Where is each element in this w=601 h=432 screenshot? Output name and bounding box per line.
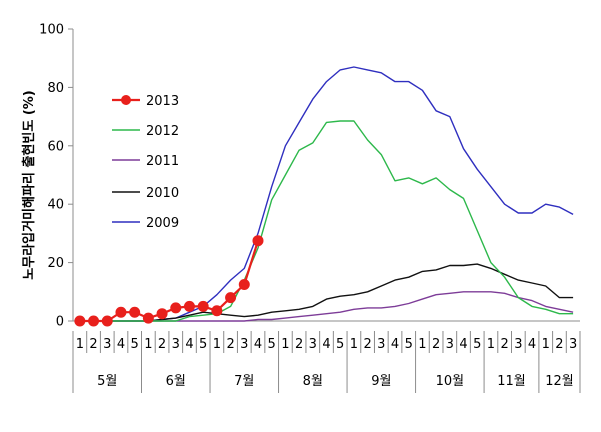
x-category-label: 2 xyxy=(500,337,508,352)
data-point-2013 xyxy=(88,315,100,327)
x-category-label: 2 xyxy=(295,337,303,352)
x-category-label: 1 xyxy=(418,337,426,352)
x-category-label: 2 xyxy=(158,337,166,352)
x-category-label: 1 xyxy=(213,337,221,352)
y-axis-label: 노무라입거미해파리 출현빈도 (%) xyxy=(21,90,37,279)
series-line-2012 xyxy=(79,120,574,322)
x-category-label: 5 xyxy=(336,337,344,352)
data-point-2013 xyxy=(129,306,141,318)
y-tick-label: 0 xyxy=(56,315,64,330)
x-category-label: 3 xyxy=(240,337,248,352)
legend-label-2012: 2012 xyxy=(146,124,179,139)
legend-label-2009: 2009 xyxy=(146,216,179,231)
x-month-label: 9월 xyxy=(371,374,391,389)
x-category-label: 5 xyxy=(473,337,481,352)
x-month-label: 5월 xyxy=(97,374,117,389)
x-category-label: 1 xyxy=(542,337,550,352)
x-category-label: 5 xyxy=(131,337,139,352)
x-category-label: 5 xyxy=(199,337,207,352)
x-month-label: 6월 xyxy=(166,374,186,389)
x-category-label: 5 xyxy=(268,337,276,352)
x-category-label: 4 xyxy=(459,337,467,352)
legend-label-2013: 2013 xyxy=(146,94,179,109)
x-category-label: 2 xyxy=(226,337,234,352)
data-point-2013 xyxy=(156,308,168,320)
x-month-label: 12월 xyxy=(545,374,574,389)
data-point-2013 xyxy=(142,312,154,324)
legend-label-2011: 2011 xyxy=(146,154,179,169)
x-month-label: 7월 xyxy=(234,374,254,389)
y-tick-label: 80 xyxy=(47,81,64,96)
data-point-2013 xyxy=(238,279,250,290)
data-point-2013 xyxy=(183,300,195,312)
y-tick-label: 20 xyxy=(47,256,64,271)
x-category-label: 2 xyxy=(555,337,563,352)
x-month-label: 11월 xyxy=(497,374,526,389)
x-category-label: 4 xyxy=(322,337,330,352)
x-category-label: 5 xyxy=(405,337,413,352)
data-point-2013 xyxy=(101,315,113,327)
legend-marker-2013 xyxy=(121,95,131,105)
x-category-label: 4 xyxy=(185,337,193,352)
x-category-label: 4 xyxy=(117,337,125,352)
data-point-2013 xyxy=(115,306,127,318)
x-category-label: 1 xyxy=(144,337,152,352)
series-line-2013 xyxy=(79,240,260,323)
x-category-label: 2 xyxy=(432,337,440,352)
data-point-2013 xyxy=(197,300,209,312)
x-category-label: 1 xyxy=(350,337,358,352)
x-category-label: 3 xyxy=(446,337,454,352)
x-category-label: 4 xyxy=(391,337,399,352)
data-point-2013 xyxy=(74,315,86,327)
series-lines xyxy=(74,66,574,327)
x-category-label: 3 xyxy=(514,337,522,352)
x-category-label: 3 xyxy=(309,337,317,352)
legend-label-2010: 2010 xyxy=(146,186,179,201)
x-category-label: 3 xyxy=(569,337,577,352)
data-point-2013 xyxy=(170,302,182,314)
y-tick-label: 100 xyxy=(39,23,64,38)
x-month-label: 10월 xyxy=(436,374,465,389)
x-category-label: 3 xyxy=(172,337,180,352)
legend: 2013 2012 2011 2010 2009 xyxy=(112,94,179,231)
x-category-label: 4 xyxy=(254,337,262,352)
x-category-label: 1 xyxy=(281,337,289,352)
data-point-2013 xyxy=(211,305,223,317)
x-category-label: 3 xyxy=(103,337,111,352)
x-category-label: 4 xyxy=(528,337,536,352)
x-month-label: 8월 xyxy=(303,374,323,389)
x-category-label: 3 xyxy=(377,337,385,352)
x-category-label: 2 xyxy=(363,337,371,352)
data-point-2013 xyxy=(225,292,237,304)
y-tick-label: 60 xyxy=(47,139,64,154)
x-category-label: 1 xyxy=(76,337,84,352)
x-category-label: 2 xyxy=(89,337,97,352)
x-category-label: 1 xyxy=(487,337,495,352)
series-line-2010 xyxy=(79,263,574,322)
y-tick-label: 40 xyxy=(47,198,64,213)
data-point-2013 xyxy=(252,235,264,247)
